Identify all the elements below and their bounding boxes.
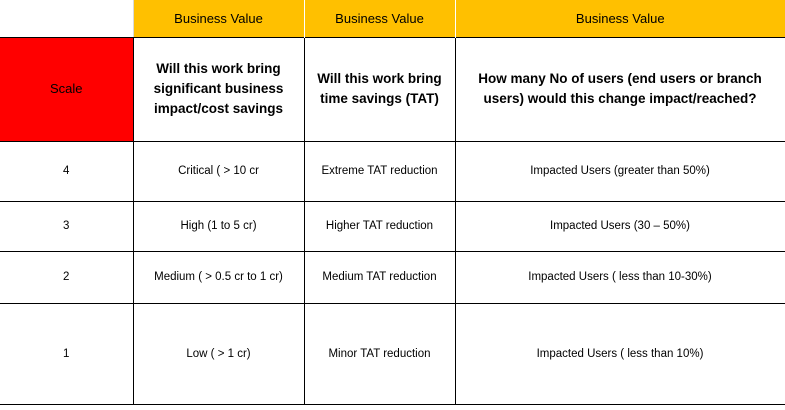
band-blank-cell xyxy=(0,0,134,38)
users-cell: Impacted Users (30 – 50%) xyxy=(454,200,785,252)
scale-cell: 3 xyxy=(0,200,134,252)
tat-question-header: Will this work bring time savings (TAT) xyxy=(303,36,456,142)
tat-cell: Minor TAT reduction xyxy=(303,302,456,405)
tat-cell: Higher TAT reduction xyxy=(303,200,456,252)
header-row: Scale Will this work bring significant b… xyxy=(0,36,785,142)
table-row: 4 Critical ( > 10 cr Extreme TAT reducti… xyxy=(0,140,785,202)
impact-question-header: Will this work bring significant busines… xyxy=(132,36,305,142)
users-cell: Impacted Users ( less than 10%) xyxy=(454,302,785,405)
scale-cell: 4 xyxy=(0,140,134,202)
impact-cell: High (1 to 5 cr) xyxy=(132,200,305,252)
business-value-band-row: Business Value Business Value Business V… xyxy=(0,0,785,38)
users-cell: Impacted Users (greater than 50%) xyxy=(454,140,785,202)
users-question-header: How many No of users (end users or branc… xyxy=(454,36,785,142)
table-row: 3 High (1 to 5 cr) Higher TAT reduction … xyxy=(0,200,785,252)
users-cell: Impacted Users ( less than 10-30%) xyxy=(454,250,785,304)
tat-cell: Medium TAT reduction xyxy=(303,250,456,304)
scale-header-cell: Scale xyxy=(0,36,134,142)
table-row: 2 Medium ( > 0.5 cr to 1 cr) Medium TAT … xyxy=(0,250,785,304)
band-business-value-cell: Business Value xyxy=(133,0,305,37)
table-row: 1 Low ( > 1 cr) Minor TAT reduction Impa… xyxy=(0,302,785,405)
band-business-value-cell: Business Value xyxy=(455,0,785,37)
impact-cell: Critical ( > 10 cr xyxy=(132,140,305,202)
tat-cell: Extreme TAT reduction xyxy=(303,140,456,202)
scale-cell: 1 xyxy=(0,302,134,405)
impact-cell: Medium ( > 0.5 cr to 1 cr) xyxy=(132,250,305,304)
band-business-value-cell: Business Value xyxy=(304,0,456,37)
scale-cell: 2 xyxy=(0,250,134,304)
impact-cell: Low ( > 1 cr) xyxy=(132,302,305,405)
